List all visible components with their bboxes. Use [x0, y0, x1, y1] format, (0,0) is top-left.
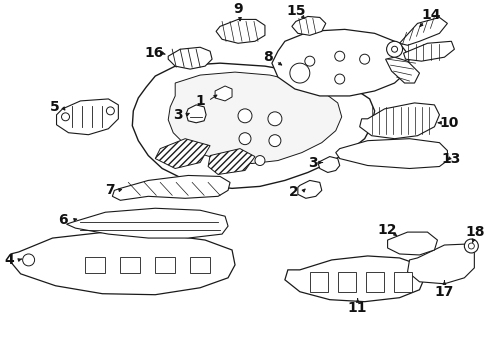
Polygon shape — [271, 30, 408, 96]
Polygon shape — [11, 232, 235, 295]
Text: 8: 8 — [263, 50, 272, 64]
Circle shape — [254, 156, 264, 166]
Text: 10: 10 — [439, 116, 458, 130]
Circle shape — [22, 254, 35, 266]
Circle shape — [304, 56, 314, 66]
Polygon shape — [359, 103, 439, 139]
Circle shape — [267, 112, 281, 126]
Polygon shape — [66, 208, 227, 238]
Circle shape — [106, 107, 114, 115]
Circle shape — [468, 243, 473, 249]
Circle shape — [334, 74, 344, 84]
Text: 11: 11 — [347, 301, 366, 315]
Bar — [365, 272, 383, 292]
Polygon shape — [407, 244, 473, 284]
Text: 5: 5 — [50, 100, 60, 114]
Circle shape — [238, 109, 251, 123]
Text: 3: 3 — [173, 108, 183, 122]
Circle shape — [391, 46, 397, 52]
Text: 6: 6 — [58, 213, 67, 227]
Text: 9: 9 — [233, 3, 243, 17]
Polygon shape — [208, 149, 254, 175]
Text: 1: 1 — [195, 94, 204, 108]
Text: 13: 13 — [441, 152, 460, 166]
Bar — [190, 257, 210, 273]
Bar — [155, 257, 175, 273]
Bar — [85, 257, 105, 273]
Text: 2: 2 — [288, 185, 298, 199]
Bar — [337, 272, 355, 292]
Polygon shape — [285, 256, 424, 302]
Polygon shape — [297, 180, 321, 198]
Circle shape — [386, 41, 402, 57]
Polygon shape — [335, 139, 447, 168]
Polygon shape — [385, 57, 419, 83]
Circle shape — [239, 133, 250, 145]
Text: 3: 3 — [307, 156, 317, 170]
Text: 18: 18 — [465, 225, 484, 239]
Bar — [120, 257, 140, 273]
Text: 16: 16 — [144, 46, 163, 60]
Text: 15: 15 — [285, 4, 305, 18]
Circle shape — [289, 63, 309, 83]
Polygon shape — [132, 63, 374, 188]
Polygon shape — [186, 105, 205, 123]
Circle shape — [334, 51, 344, 61]
Text: 7: 7 — [105, 183, 115, 197]
Polygon shape — [215, 86, 232, 101]
Polygon shape — [112, 175, 229, 200]
Polygon shape — [403, 41, 453, 61]
Polygon shape — [168, 72, 341, 163]
Polygon shape — [317, 157, 339, 172]
Polygon shape — [387, 232, 437, 255]
Polygon shape — [168, 47, 212, 69]
Text: 4: 4 — [5, 253, 15, 267]
Polygon shape — [155, 139, 210, 168]
Circle shape — [268, 135, 280, 147]
Polygon shape — [291, 17, 325, 35]
Text: 12: 12 — [377, 223, 397, 237]
Text: 14: 14 — [421, 8, 440, 22]
Polygon shape — [57, 99, 118, 135]
Bar — [309, 272, 327, 292]
Circle shape — [61, 113, 69, 121]
Text: 17: 17 — [434, 285, 453, 299]
Bar — [393, 272, 411, 292]
Circle shape — [359, 54, 369, 64]
Polygon shape — [216, 19, 264, 43]
Circle shape — [464, 239, 477, 253]
Polygon shape — [399, 17, 447, 45]
